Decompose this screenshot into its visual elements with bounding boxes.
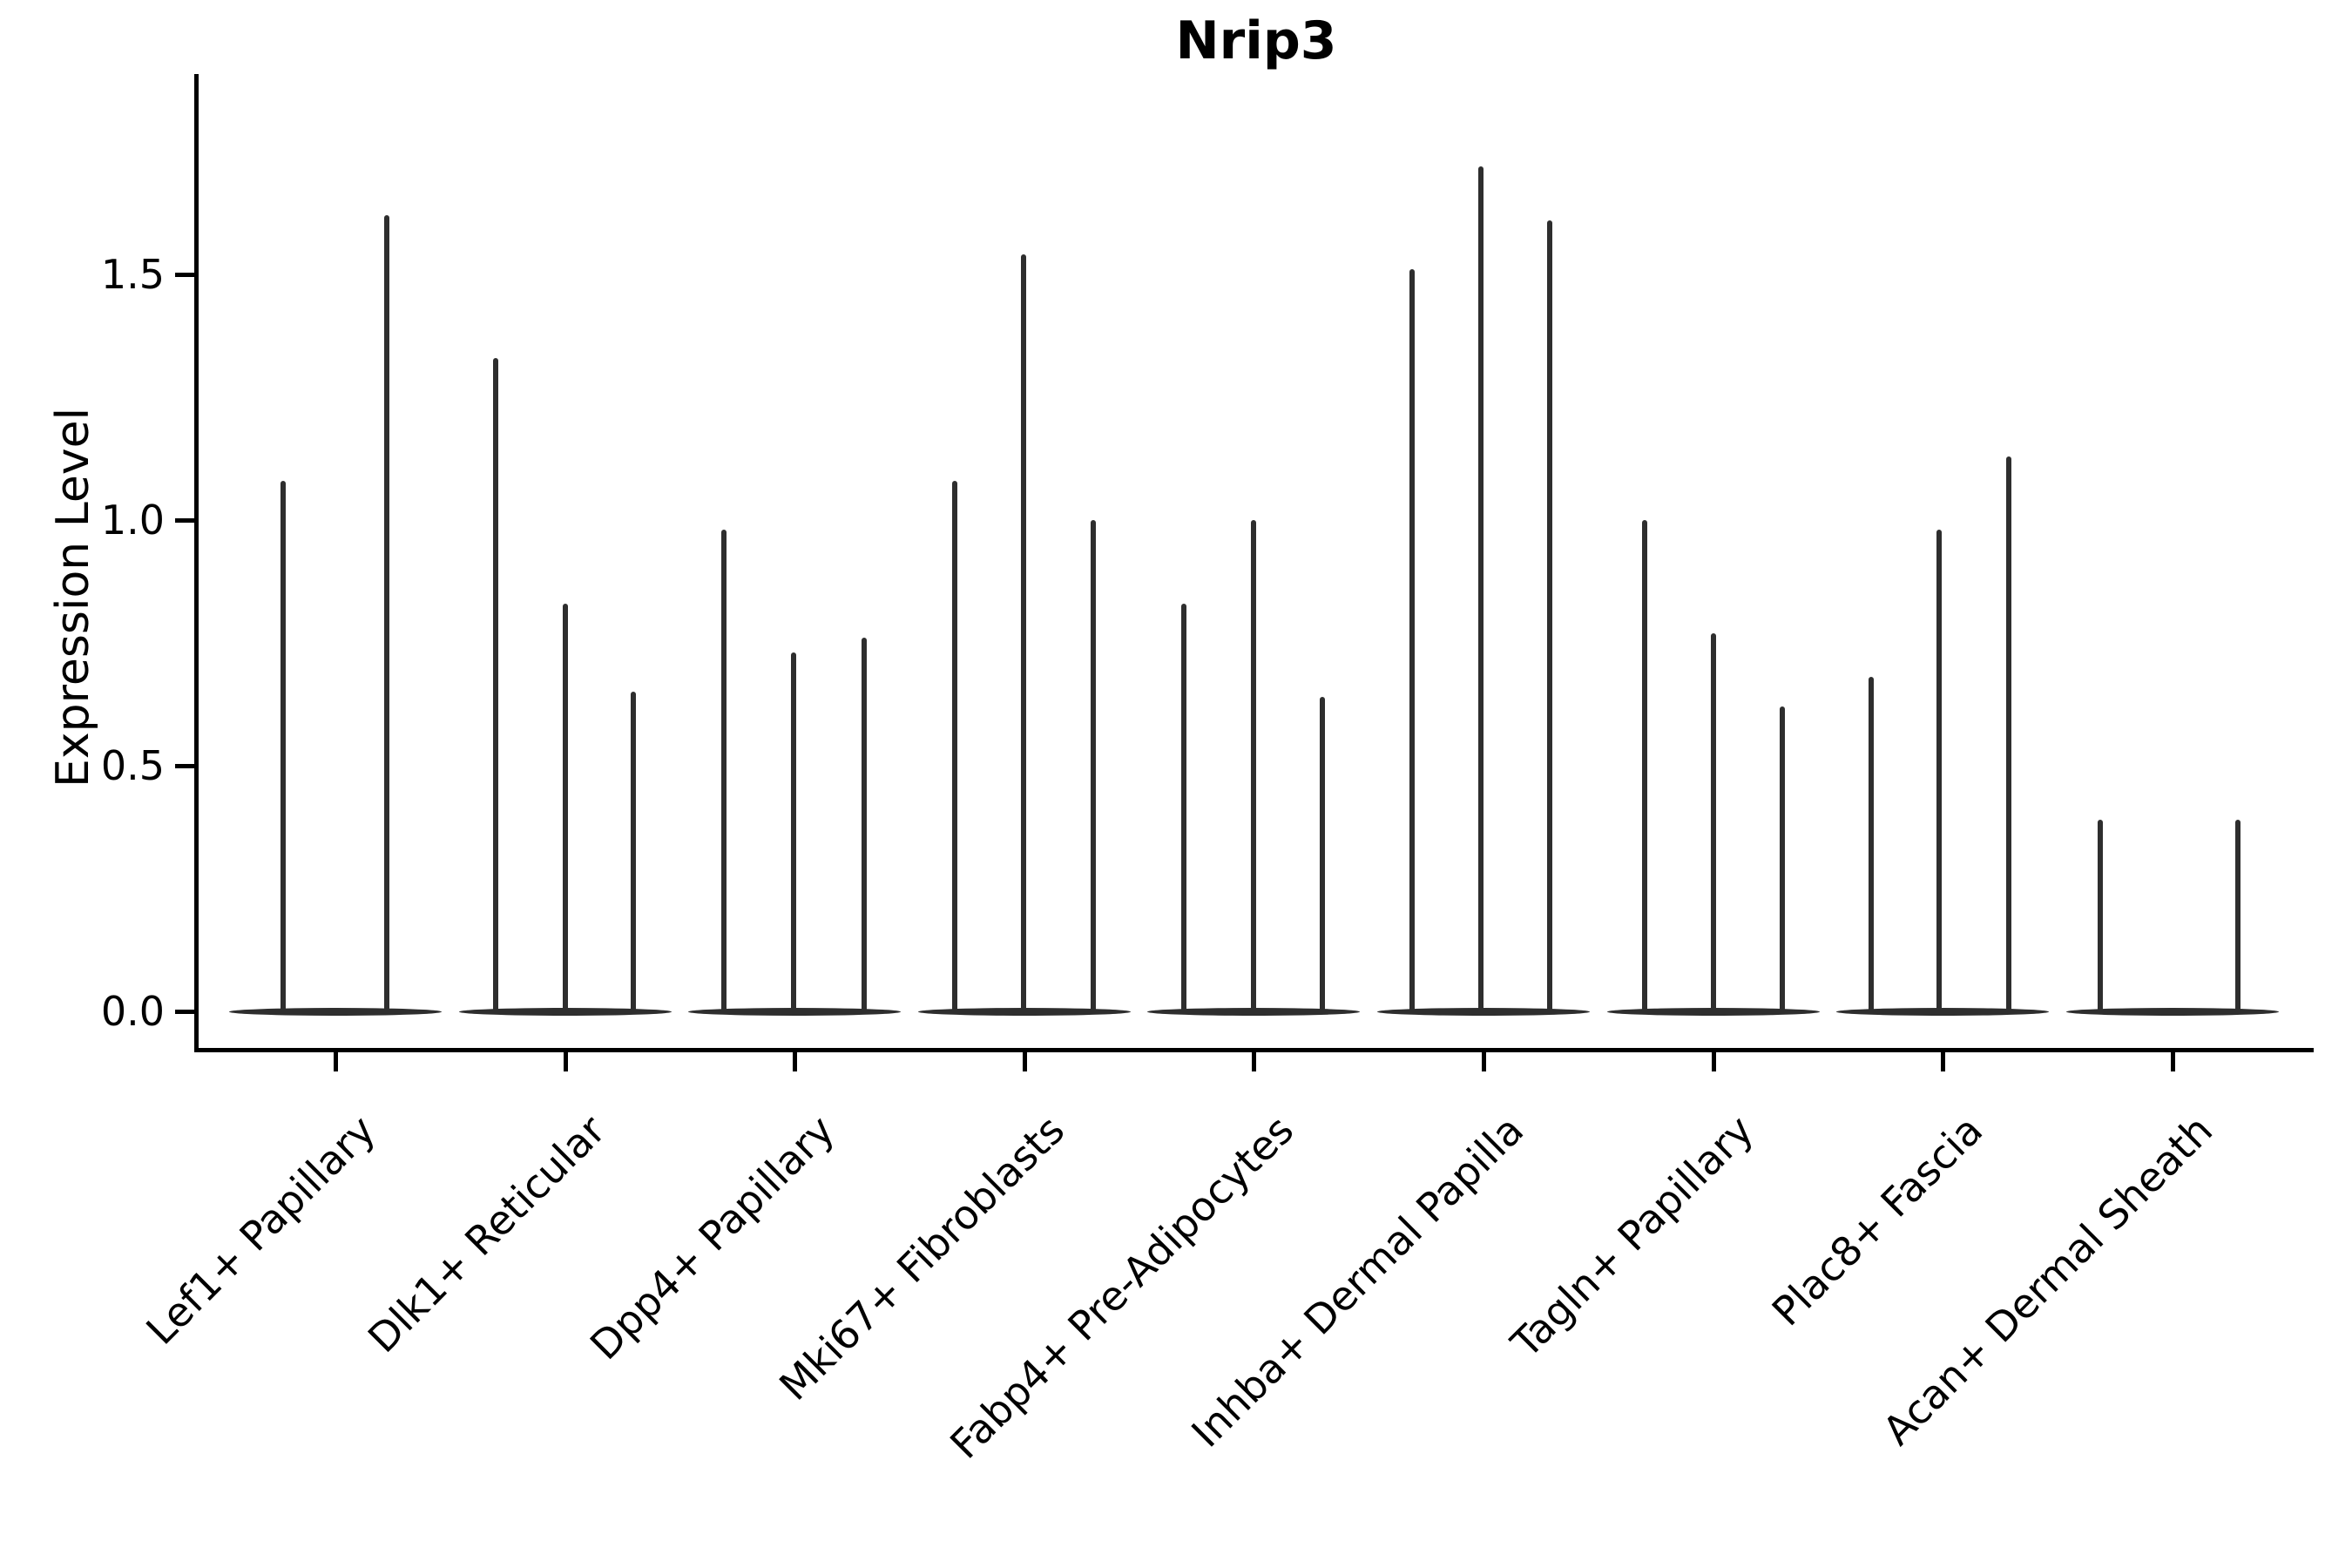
x-tick-mark — [563, 1052, 568, 1071]
x-axis-spine — [194, 1048, 2314, 1052]
violin-spike — [562, 603, 568, 1011]
violin-spike — [1641, 520, 1647, 1011]
violin-base — [1377, 1007, 1590, 1016]
x-tick-mark — [1711, 1052, 1716, 1071]
y-tick-label: 1.0 — [100, 497, 165, 544]
violin-spike — [2006, 456, 2012, 1011]
violin-spike — [1779, 706, 1785, 1011]
violin-spike — [1547, 220, 1552, 1011]
violin-spike — [384, 215, 389, 1011]
violin-spike — [1710, 632, 1716, 1011]
x-tick-mark — [1941, 1052, 1946, 1071]
x-tick-mark — [2170, 1052, 2175, 1071]
y-axis-label: Expression Level — [47, 407, 99, 788]
y-axis-spine — [194, 74, 199, 1052]
chart-title: Nrip3 — [1175, 10, 1337, 71]
violin-spike — [791, 652, 797, 1011]
x-tick-mark — [1022, 1052, 1027, 1071]
violin-spike — [2234, 820, 2240, 1011]
violin-spike — [1869, 677, 1875, 1011]
violin-spike — [630, 692, 636, 1011]
y-tick-mark — [175, 1010, 194, 1014]
y-tick-mark — [175, 764, 194, 768]
x-tick-mark — [334, 1052, 338, 1071]
violin-spike — [1020, 254, 1026, 1011]
y-tick-mark — [175, 518, 194, 523]
violin-base — [1147, 1007, 1361, 1016]
violin-base — [917, 1007, 1131, 1016]
y-tick-mark — [175, 273, 194, 277]
violin-spike — [1936, 530, 1943, 1011]
violin-base — [688, 1007, 902, 1016]
x-tick-mark — [1252, 1052, 1257, 1071]
y-tick-label: 0.0 — [100, 988, 165, 1035]
violin-spike — [1090, 520, 1096, 1011]
violin-spike — [492, 357, 498, 1011]
violin-base — [1606, 1007, 1820, 1016]
violin-spike — [951, 480, 957, 1011]
violin-spike — [1409, 269, 1415, 1011]
violin-spike — [1251, 520, 1257, 1011]
violin-spike — [862, 638, 868, 1011]
violin-spike — [1181, 603, 1187, 1011]
violin-base — [458, 1007, 672, 1016]
violin-spike — [2097, 820, 2103, 1011]
x-tick-mark — [793, 1052, 798, 1071]
violin-spike — [1320, 697, 1326, 1011]
violin-spike — [721, 530, 727, 1011]
violin-base — [1836, 1007, 2050, 1016]
violin-spike — [1478, 166, 1484, 1011]
violin-base — [2065, 1007, 2279, 1016]
x-tick-mark — [1482, 1052, 1486, 1071]
y-tick-label: 0.5 — [100, 742, 165, 789]
y-tick-label: 1.5 — [100, 251, 165, 298]
violin-base — [229, 1007, 442, 1016]
violin-spike — [280, 480, 286, 1011]
